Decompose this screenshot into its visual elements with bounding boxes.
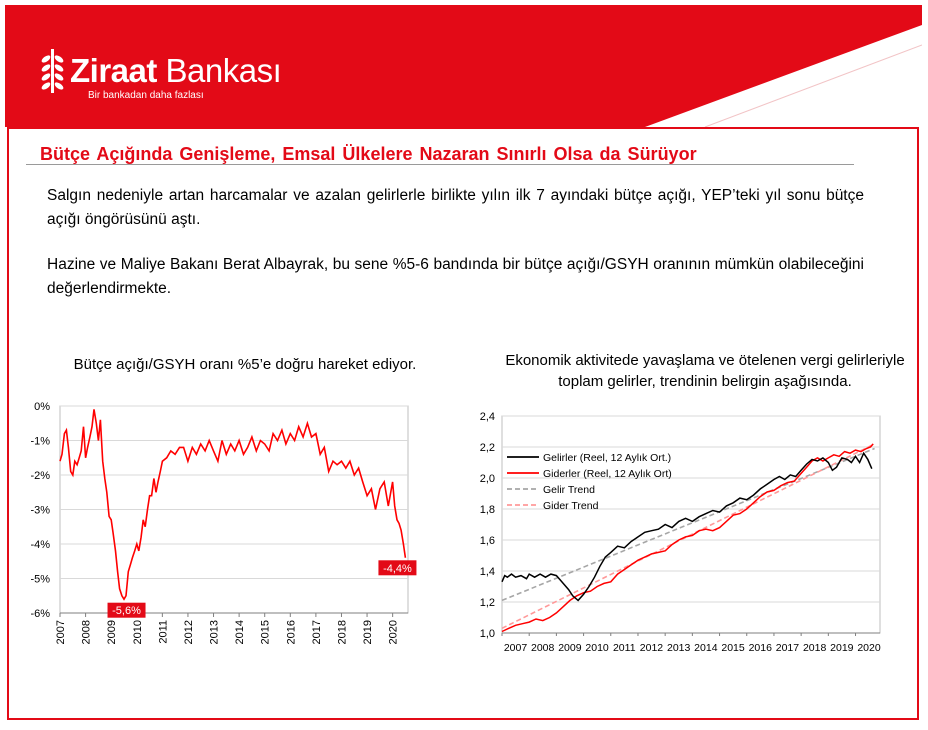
chart1-x-tick-label: 2019 — [362, 620, 374, 644]
chart1-y-tick-label: -1% — [30, 436, 50, 448]
chart2-x-tick-label: 2018 — [803, 642, 827, 654]
chart2-revenue-expense: 1,0 1,2 1,4 1,6 1,8 2,0 2,2 2,4 2007 2008 2009 2010… — [480, 411, 881, 654]
chart1-x-tick-label: 2012 — [183, 620, 195, 644]
chart2-y-tick-label: 2,0 — [480, 473, 495, 485]
chart1-y-tick-label: -3% — [30, 505, 50, 517]
chart1-x-tick-label: 2011 — [157, 620, 169, 644]
chart1-x-tick-label: 2014 — [234, 620, 246, 644]
header-band — [5, 5, 923, 128]
chart2-y-tick-label: 2,4 — [480, 411, 495, 423]
chart1-x-tick-label: 2020 — [388, 620, 400, 644]
chart1-title: Bütçe açığı/GSYH oranı %5’e doğru hareke… — [73, 356, 417, 373]
chart1-x-tick-label: 2016 — [285, 620, 297, 644]
chart1-y-tick-label: 0% — [34, 401, 50, 413]
chart1-y-tick-label: -5% — [30, 574, 50, 586]
chart2-x-tick-label: 2016 — [749, 642, 773, 654]
chart1-annotation-label: -4,4% — [383, 563, 412, 575]
chart2-y-tick-label: 1,0 — [480, 628, 495, 640]
brand-name-light: Bankası — [165, 52, 282, 89]
chart2-plot-area — [501, 415, 881, 634]
chart1-x-tick-label: 2010 — [132, 620, 144, 644]
chart1-y-tick-label: -6% — [30, 608, 50, 620]
chart2-series-line-3 — [501, 443, 875, 630]
chart2-legend-label: Gelir Trend — [543, 484, 595, 496]
title-divider — [26, 164, 854, 165]
brand-name: Ziraat Bankası — [70, 52, 282, 90]
chart2-series-line-0 — [501, 451, 873, 602]
chart2-series-line-2 — [501, 447, 875, 602]
chart2-legend-label: Giderler (Reel, 12 Aylık Ort) — [543, 468, 672, 480]
chart2-x-tick-label: 2019 — [830, 642, 854, 654]
chart2-y-tick-label: 1,4 — [480, 566, 495, 578]
paragraph-2: Hazine ve Maliye Bakanı Berat Albayrak, … — [47, 256, 864, 297]
chart2-y-tick-label: 2,2 — [480, 442, 495, 454]
chart1-x-tick-label: 2018 — [336, 620, 348, 644]
chart2-x-tick-label: 2013 — [667, 642, 691, 654]
header-red-shape — [5, 5, 922, 127]
chart2-x-tick-label: 2014 — [694, 642, 718, 654]
chart2-title: Ekonomik aktivitede yavaşlama ve ötelene… — [505, 352, 905, 390]
chart2-x-tick-label: 2010 — [585, 642, 609, 654]
chart1-budget-deficit: 0% -1% -2% -3% -4% -5% -6% 2007 2008 2009 2010 2011… — [30, 401, 417, 644]
header-accent-line — [704, 44, 923, 128]
chart1-x-tick-label: 2009 — [106, 620, 118, 644]
page-title: Bütçe Açığında Genişleme, Emsal Ülkelere… — [40, 144, 697, 164]
chart1-annotation-label: -5,6% — [112, 605, 141, 617]
chart1-annotation-box — [107, 602, 146, 618]
chart1-x-tick-label: 2007 — [55, 620, 67, 644]
chart2-x-tick-label: 2011 — [613, 642, 636, 654]
chart2-x-tick-label: 2017 — [776, 642, 800, 654]
chart1-x-tick-label: 2015 — [260, 620, 272, 644]
chart1-series-line — [59, 409, 407, 601]
chart2-x-tick-label: 2008 — [531, 642, 555, 654]
header-art — [5, 5, 923, 128]
chart2-legend-label: Gider Trend — [543, 500, 599, 512]
chart2-y-tick-label: 1,2 — [480, 597, 495, 609]
chart2-x-tick-label: 2015 — [721, 642, 745, 654]
chart1-x-tick-label: 2013 — [209, 620, 221, 644]
chart2-x-tick-label: 2009 — [558, 642, 582, 654]
chart2-legend-label: Gelirler (Reel, 12 Aylık Ort.) — [543, 452, 671, 464]
chart1-annotation-box — [378, 560, 417, 576]
paragraph-1: Salgın nedeniyle artan harcamalar ve aza… — [47, 187, 864, 228]
chart2-y-tick-label: 1,8 — [480, 504, 495, 516]
chart1-x-tick-label: 2017 — [311, 620, 323, 644]
chart2-x-tick-label: 2007 — [504, 642, 528, 654]
brand-name-bold: Ziraat — [70, 52, 157, 89]
chart1-x-tick-label: 2008 — [81, 620, 93, 644]
chart2-y-tick-label: 1,6 — [480, 535, 495, 547]
brand-tagline: Bir bankadan daha fazlası — [88, 90, 204, 101]
chart1-y-tick-label: -4% — [30, 539, 50, 551]
chart2-x-tick-label: 2020 — [857, 642, 881, 654]
wheat-logo-icon — [41, 49, 64, 93]
chart1-y-tick-label: -2% — [30, 470, 50, 482]
chart2-x-tick-label: 2012 — [640, 642, 664, 654]
